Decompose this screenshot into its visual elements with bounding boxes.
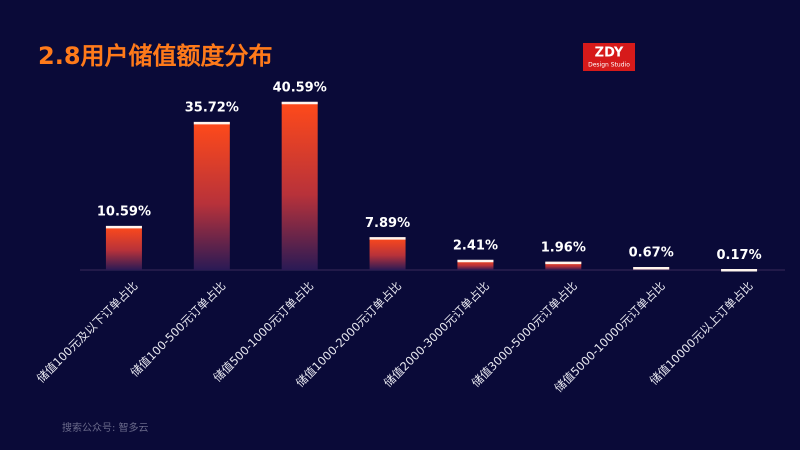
logo-box [583, 43, 635, 71]
logo-text: ZDY [595, 46, 624, 61]
bar [369, 237, 406, 270]
value-label: 7.89% [365, 216, 410, 231]
chart-title: 2.8用户储值额度分布 [38, 42, 273, 70]
value-label: 10.59% [97, 205, 151, 220]
bar [457, 260, 494, 270]
value-label: 35.72% [185, 101, 239, 116]
value-label: 0.67% [629, 246, 674, 261]
bar [105, 226, 142, 270]
footer: 搜索公众号: 智多云 [62, 421, 149, 434]
bar [545, 261, 582, 270]
bar [193, 122, 230, 270]
value-label: 2.41% [453, 239, 498, 254]
value-label: 40.59% [273, 81, 327, 96]
value-label: 0.17% [717, 248, 762, 263]
bar [281, 102, 318, 270]
value-label: 1.96% [541, 240, 586, 255]
logo-subtext: Design Studio [588, 62, 630, 69]
